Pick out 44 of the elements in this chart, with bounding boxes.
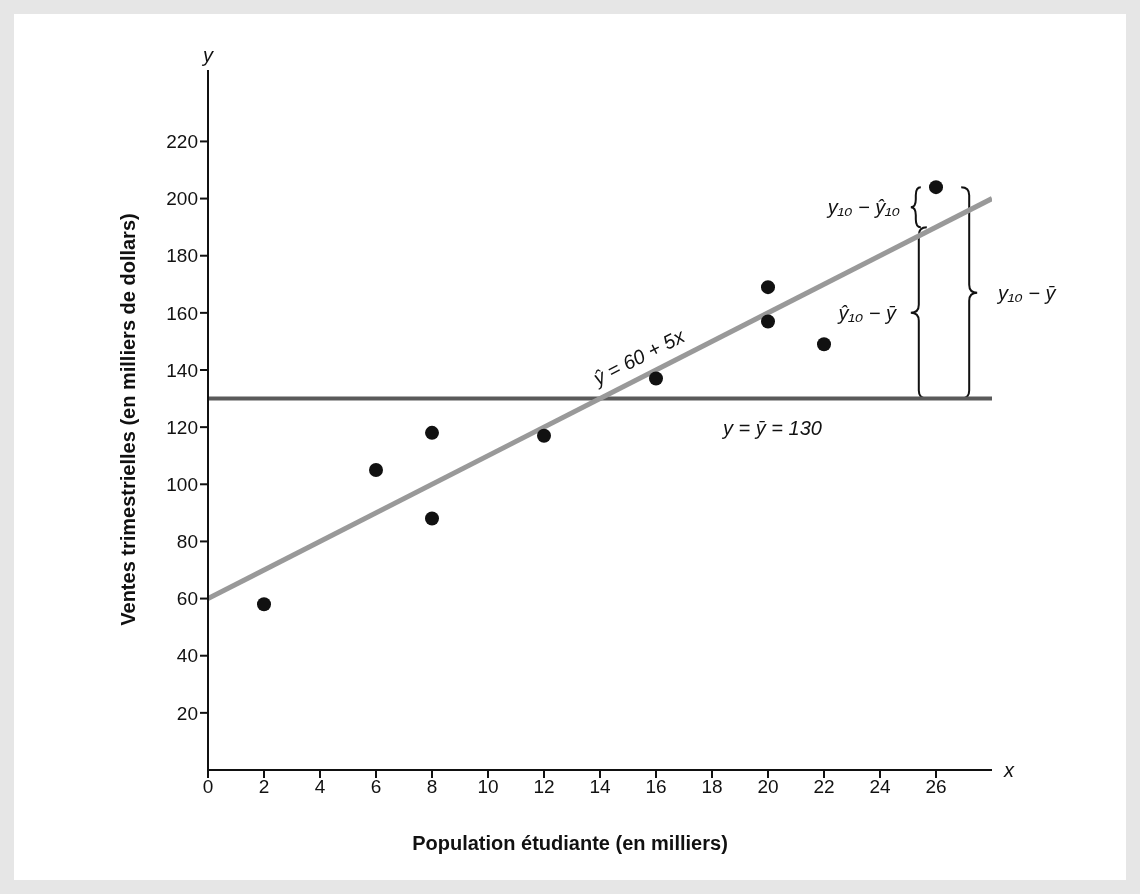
point — [537, 428, 551, 443]
y-tick-label: 40 — [176, 645, 198, 667]
text: y₁₀ − ȳ — [996, 281, 1057, 304]
point — [257, 597, 271, 612]
x-tick-label: 4 — [314, 776, 326, 798]
y-tick-label: 140 — [166, 359, 198, 381]
y-tick-label: 200 — [166, 188, 198, 210]
text: y — [201, 44, 214, 66]
x-tick-label: 6 — [370, 776, 382, 798]
x-tick-label: 0 — [202, 776, 214, 798]
x-tick-label: 22 — [813, 776, 835, 798]
x-tick-label: 26 — [925, 776, 947, 798]
annotation: y₁₀ − ŷ₁₀ — [825, 196, 900, 219]
annotation: ŷ = 60 + 5x — [587, 324, 689, 391]
x-tick-label: 14 — [589, 776, 611, 798]
y-tick-label: 220 — [166, 131, 198, 153]
x-tick-label: 20 — [757, 776, 779, 798]
y-axis-title: Ventes trimestrielles (en milliers de dollars) — [116, 212, 140, 628]
x-tick-label: 16 — [645, 776, 667, 798]
ref-line-label: y = ȳ = 130 — [721, 416, 822, 439]
x-tick-label: 18 — [701, 776, 723, 798]
y-tick-label: 60 — [176, 588, 198, 610]
x-axis-title: Population étudiante (en milliers) — [411, 832, 729, 855]
text: x — [1003, 759, 1015, 781]
x-tick-label: 24 — [869, 776, 891, 798]
y-tick-label: 180 — [166, 245, 198, 267]
point — [761, 314, 775, 329]
x-tick-label: 12 — [533, 776, 555, 798]
y-tick-label: 100 — [166, 474, 198, 496]
point — [817, 337, 831, 352]
y-tick-label: 160 — [166, 302, 198, 324]
annotation: ŷ₁₀ − ȳ — [836, 301, 897, 324]
point — [425, 511, 439, 526]
point — [929, 180, 943, 195]
point — [761, 280, 775, 295]
x-tick-label: 2 — [258, 776, 270, 798]
y-tick-label: 120 — [166, 416, 198, 438]
point — [649, 371, 663, 386]
point — [425, 425, 439, 440]
point — [369, 463, 383, 477]
y-tick-label: 20 — [176, 702, 198, 724]
x-tick-label: 8 — [426, 776, 438, 798]
x-tick-label: 10 — [477, 776, 499, 798]
y-tick-label: 80 — [176, 531, 198, 553]
